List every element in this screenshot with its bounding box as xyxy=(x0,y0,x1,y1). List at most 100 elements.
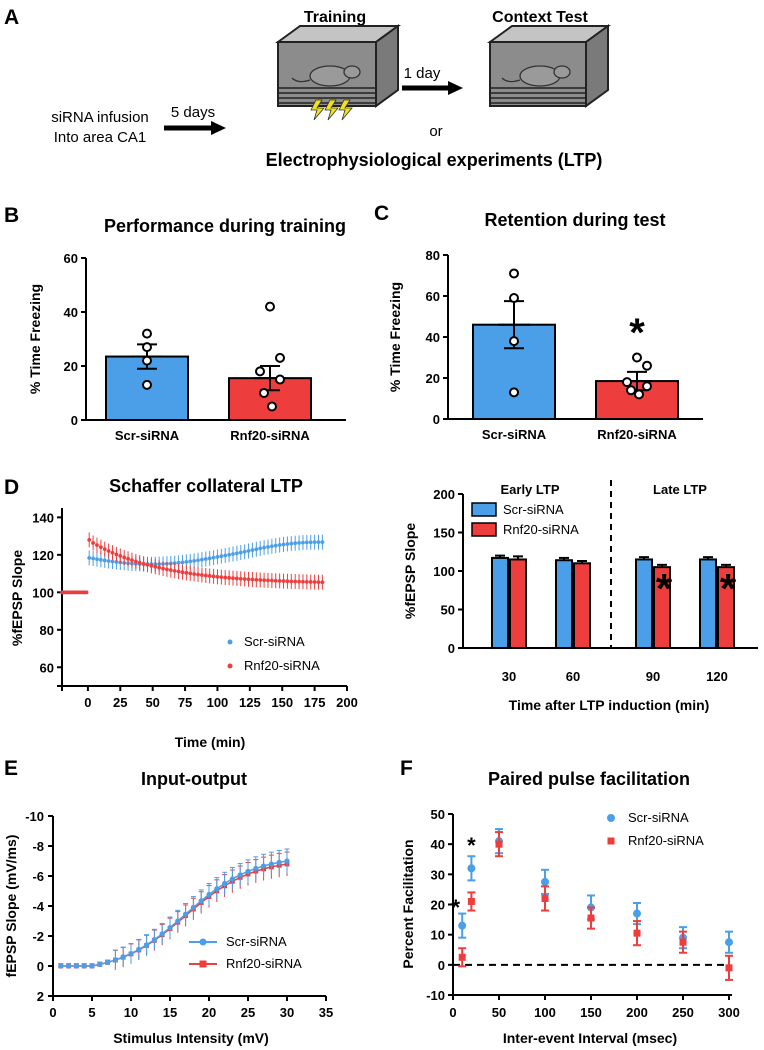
data-point xyxy=(142,379,152,390)
trace-point-rnf20-sirna xyxy=(316,580,321,585)
marker-scr-sirna xyxy=(276,859,282,865)
x-tick-label: 75 xyxy=(178,695,192,710)
trace-point-rnf20-sirna xyxy=(106,549,111,553)
x-tick-label: 0 xyxy=(449,1005,456,1020)
y-tick-label: -2 xyxy=(32,929,44,944)
chart-title: Schaffer collateral LTP xyxy=(109,476,303,496)
trace-point-rnf20-sirna xyxy=(98,545,103,550)
trace-point-rnf20-sirna xyxy=(254,577,259,582)
x-tick-label: 150 xyxy=(271,695,293,710)
trace-point-scr-sirna xyxy=(316,540,321,545)
x-tick-label: 125 xyxy=(239,695,261,710)
trace-point-rnf20-sirna xyxy=(215,574,220,579)
legend-marker-scr-sirna xyxy=(227,639,233,645)
marker-scr-sirna xyxy=(467,864,476,873)
marker-rnf20-sirna xyxy=(467,897,475,905)
group-label-early: Early LTP xyxy=(500,482,559,497)
data-point xyxy=(142,355,152,366)
trace-point-scr-sirna xyxy=(231,552,235,556)
bar-scr-sirna xyxy=(699,558,717,650)
trace-point-scr-sirna xyxy=(234,551,239,556)
trace-point-rnf20-sirna xyxy=(133,559,138,564)
legend-swatch-scr-sirna xyxy=(471,502,497,517)
context-test-label: Context Test xyxy=(492,9,588,26)
legend-label: Scr-siRNA xyxy=(244,634,305,649)
marker-scr-sirna xyxy=(97,961,103,967)
trace-point-scr-sirna xyxy=(110,559,115,564)
data-point xyxy=(622,377,632,388)
legend-marker-scr-sirna xyxy=(607,814,615,822)
x-tick-label: 150 xyxy=(580,1005,602,1020)
y-tick-label: -6 xyxy=(32,869,44,884)
marker-scr-sirna xyxy=(237,872,243,878)
trace-point-rnf20-sirna xyxy=(87,537,92,542)
bar-rnf20-sirna xyxy=(573,562,591,649)
x-tick-label: 30 xyxy=(502,669,516,684)
y-tick-label: 40 xyxy=(431,837,445,852)
trace-point-scr-sirna xyxy=(289,541,294,546)
trace-point-rnf20-sirna xyxy=(180,570,185,575)
panel-label-a: A xyxy=(4,6,19,29)
trace-point-scr-sirna xyxy=(180,560,185,565)
trace-point-rnf20-sirna xyxy=(196,572,200,577)
legend-marker-rnf20-sirna xyxy=(227,663,233,669)
trace-point-rnf20-sirna xyxy=(161,566,165,571)
group-label-late: Late LTP xyxy=(653,482,707,497)
trace-point-scr-sirna xyxy=(203,557,208,561)
significance-asterisk: * xyxy=(467,833,476,858)
marker-scr-sirna xyxy=(253,865,259,872)
panel-label-e: E xyxy=(4,757,18,780)
data-point xyxy=(642,360,652,371)
x-tick-label: 15 xyxy=(163,1005,177,1020)
trace-point-rnf20-sirna xyxy=(242,577,247,581)
trace-point-rnf20-sirna xyxy=(102,547,107,552)
significance-asterisk: * xyxy=(451,895,460,920)
marker-scr-sirna xyxy=(151,937,157,943)
line-rnf20-sirna xyxy=(60,863,288,967)
trace-point-scr-sirna xyxy=(95,557,99,562)
x-tick-label: 30 xyxy=(280,1005,294,1020)
trace-point-rnf20-sirna xyxy=(145,562,150,567)
bar-scr-sirna xyxy=(491,556,509,649)
trace-point-scr-sirna xyxy=(281,542,286,547)
trace-point-rnf20-sirna xyxy=(219,575,224,580)
significance-asterisk: * xyxy=(656,565,673,612)
chart-title: Performance during training xyxy=(104,216,346,236)
line-scr-sirna xyxy=(60,860,288,967)
trace-point-rnf20-sirna xyxy=(234,576,239,581)
x-tick-label: 50 xyxy=(145,695,159,710)
y-axis-label: fEPSP Slope (mV/ms) xyxy=(3,835,19,978)
y-tick-label: 200 xyxy=(433,487,455,502)
trace-point-rnf20-sirna xyxy=(285,579,290,584)
data-point xyxy=(509,268,519,279)
legend-label: Rnf20-siRNA xyxy=(244,658,320,673)
marker-scr-sirna xyxy=(159,931,165,937)
trace-point-rnf20-sirna xyxy=(110,550,115,555)
marker-rnf20-sirna xyxy=(679,938,687,946)
arrow-5-days-icon xyxy=(164,121,226,135)
legend-label: Rnf20-siRNA xyxy=(226,956,302,971)
marker-scr-sirna xyxy=(229,876,235,882)
trace-point-scr-sirna xyxy=(219,554,224,559)
legend-label: Scr-siRNA xyxy=(503,502,564,517)
data-point xyxy=(259,388,269,398)
trace-point-rnf20-sirna xyxy=(95,543,99,548)
trace-point-rnf20-sirna xyxy=(188,571,193,576)
trace-point-rnf20-sirna xyxy=(130,558,134,563)
trace-point-scr-sirna xyxy=(207,556,212,561)
marker-rnf20-sirna xyxy=(587,914,595,922)
trace-point-scr-sirna xyxy=(293,541,298,546)
trace-point-rnf20-sirna xyxy=(165,567,169,572)
trace-point-rnf20-sirna xyxy=(149,563,154,568)
x-axis-label: Stimulus Intensity (mV) xyxy=(113,1030,269,1046)
trace-point-rnf20-sirna xyxy=(91,541,95,545)
x-tick-label: 100 xyxy=(207,695,229,710)
legend-marker-rnf20-sirna xyxy=(607,837,615,845)
marker-scr-sirna xyxy=(261,863,267,869)
y-tick-label: 0 xyxy=(438,958,445,973)
y-tick-label: 150 xyxy=(433,526,455,541)
trace-point-scr-sirna xyxy=(254,547,259,552)
trace-point-scr-sirna xyxy=(200,557,204,562)
bar-rnf20-sirna xyxy=(509,558,527,650)
y-axis-label: Percent Facilitation xyxy=(400,839,416,968)
